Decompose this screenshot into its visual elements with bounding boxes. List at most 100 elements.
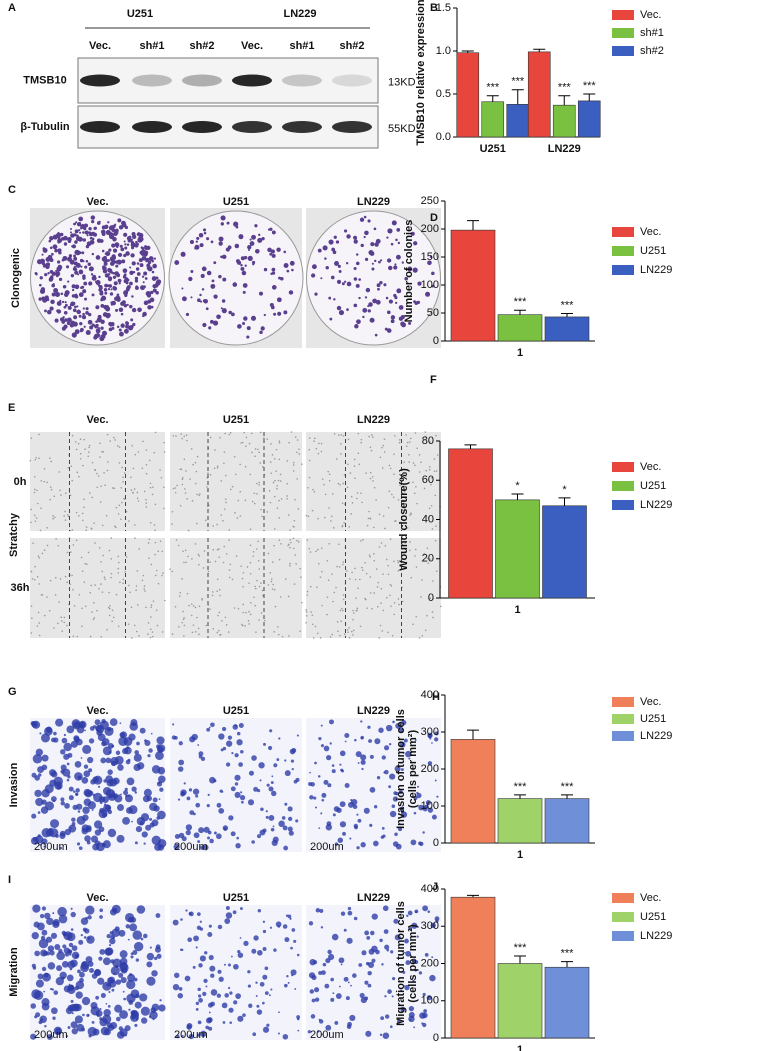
colony: [112, 248, 118, 253]
cell: [113, 972, 116, 975]
cell: [425, 800, 431, 806]
cell: [258, 451, 260, 454]
image: [30, 904, 166, 1040]
cell: [68, 983, 71, 986]
image-bg: [30, 432, 165, 531]
cell: [71, 951, 80, 960]
y-tick-label: 60: [422, 474, 434, 486]
cell: [389, 594, 391, 597]
cell: [137, 451, 140, 453]
cell: [66, 514, 69, 516]
cell: [382, 834, 386, 838]
cell: [155, 751, 164, 760]
colony: [121, 300, 126, 305]
cell: [234, 473, 237, 476]
cell: [318, 442, 320, 445]
cell: [368, 510, 370, 513]
cell: [366, 936, 371, 940]
colony: [107, 277, 113, 282]
cell: [52, 1016, 56, 1020]
colony: [180, 251, 186, 257]
error-bar: [511, 493, 524, 500]
cell: [367, 970, 372, 976]
cell: [41, 552, 44, 555]
cell: [422, 905, 429, 912]
colony: [112, 286, 116, 290]
y-tick-label: 0: [428, 592, 434, 604]
cell: [181, 1034, 184, 1038]
cell: [321, 792, 327, 798]
cell: [374, 738, 381, 745]
cell: [66, 762, 70, 766]
cell: [125, 556, 128, 558]
bar: [544, 316, 590, 342]
cell: [266, 783, 270, 787]
colony: [151, 276, 157, 281]
cell: [133, 624, 136, 627]
cell: [354, 477, 356, 480]
cell: [112, 958, 122, 968]
colony: [84, 265, 88, 269]
cell: [309, 771, 311, 774]
cell: [407, 910, 413, 916]
cell: [176, 484, 178, 487]
cell: [94, 542, 96, 544]
colony: [211, 279, 215, 283]
cell: [30, 1033, 37, 1040]
cell: [435, 570, 438, 573]
y-tick-label: 1.5: [436, 2, 451, 14]
cell: [141, 831, 148, 838]
cell: [421, 635, 424, 637]
colony: [249, 238, 252, 241]
cell: [343, 474, 346, 476]
cell: [109, 440, 111, 442]
colony: [220, 307, 223, 310]
colony: [55, 249, 58, 252]
cell: [41, 838, 48, 845]
cell: [136, 604, 139, 606]
cell: [187, 937, 193, 942]
colony: [417, 281, 422, 286]
band: [80, 74, 120, 87]
colony: [320, 277, 323, 280]
cell: [48, 609, 51, 612]
cell: [108, 953, 110, 955]
colony: [240, 256, 245, 261]
colony: [71, 284, 76, 289]
cell: [288, 635, 290, 637]
cell: [338, 566, 341, 568]
cell: [75, 980, 85, 990]
cell: [59, 830, 66, 837]
cell: [108, 943, 112, 947]
cell: [106, 947, 110, 952]
cell: [230, 955, 233, 958]
cell: [234, 724, 237, 727]
cell: [216, 465, 219, 467]
cell: [194, 606, 197, 609]
colony: [412, 267, 418, 273]
colony: [416, 300, 421, 305]
cell: [213, 467, 216, 469]
cell: [347, 906, 352, 911]
cell: [31, 578, 34, 580]
colony: [81, 314, 87, 320]
cell: [413, 796, 418, 801]
cell: [101, 719, 106, 724]
panel-letter: J: [432, 881, 438, 893]
y-tick-label: 80: [422, 435, 434, 447]
cell: [83, 506, 85, 509]
cell: [109, 718, 118, 726]
cell: [375, 949, 380, 955]
cell: [108, 591, 110, 594]
cell: [106, 469, 109, 472]
cell: [157, 744, 166, 753]
cell: [218, 629, 220, 632]
image-bg: [170, 905, 302, 1040]
cell: [116, 445, 119, 447]
cell: [415, 566, 418, 568]
colony: [221, 308, 227, 314]
cell: [339, 801, 346, 808]
colony: [101, 249, 105, 253]
cell: [343, 633, 346, 636]
cell: [431, 528, 434, 530]
